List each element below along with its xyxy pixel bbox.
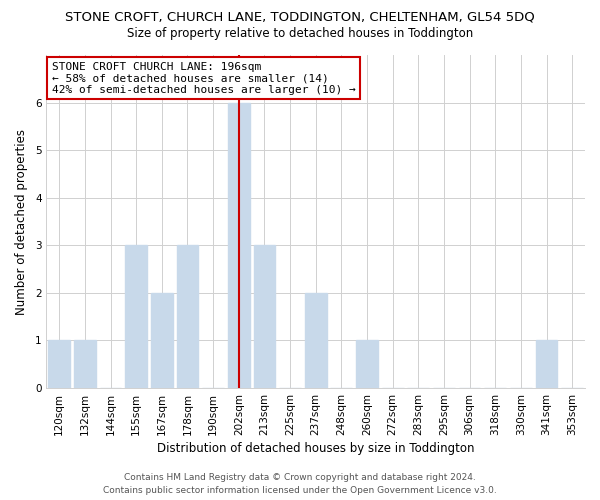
X-axis label: Distribution of detached houses by size in Toddington: Distribution of detached houses by size … <box>157 442 475 455</box>
Y-axis label: Number of detached properties: Number of detached properties <box>15 128 28 314</box>
Bar <box>176 246 199 388</box>
Text: Size of property relative to detached houses in Toddington: Size of property relative to detached ho… <box>127 28 473 40</box>
Bar <box>151 293 173 388</box>
Text: Contains HM Land Registry data © Crown copyright and database right 2024.
Contai: Contains HM Land Registry data © Crown c… <box>103 474 497 495</box>
Bar <box>228 102 250 388</box>
Bar <box>536 340 557 388</box>
Bar <box>305 293 326 388</box>
Text: STONE CROFT, CHURCH LANE, TODDINGTON, CHELTENHAM, GL54 5DQ: STONE CROFT, CHURCH LANE, TODDINGTON, CH… <box>65 10 535 23</box>
Bar <box>356 340 378 388</box>
Bar <box>74 340 96 388</box>
Text: STONE CROFT CHURCH LANE: 196sqm
← 58% of detached houses are smaller (14)
42% of: STONE CROFT CHURCH LANE: 196sqm ← 58% of… <box>52 62 356 95</box>
Bar <box>125 246 147 388</box>
Bar <box>49 340 70 388</box>
Bar <box>254 246 275 388</box>
